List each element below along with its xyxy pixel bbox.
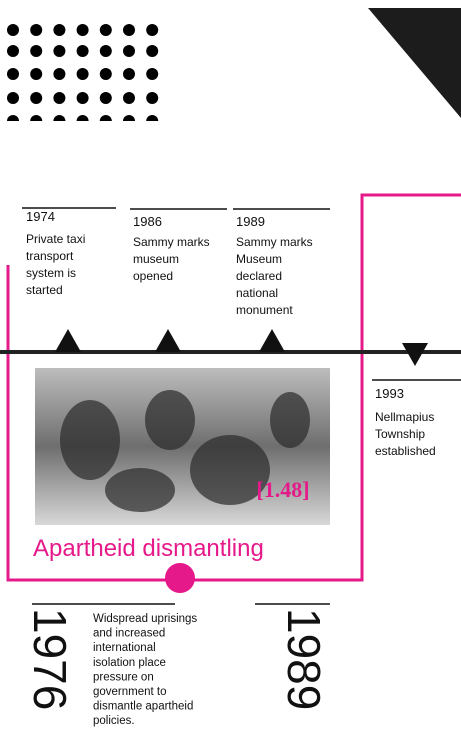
- dot-pattern: [7, 24, 158, 127]
- timeline: [1.48] Apartheid dismantling 1976 1989 W…: [0, 0, 461, 744]
- event-marker: [259, 329, 285, 352]
- dot: [7, 68, 19, 80]
- dot: [77, 24, 89, 36]
- event-label: Sammy marks: [236, 235, 313, 249]
- event-year: 1989: [236, 214, 265, 229]
- feature-description: Widspread uprisings: [93, 613, 197, 625]
- dot: [146, 45, 158, 57]
- event-marker: [155, 329, 181, 352]
- dot: [77, 68, 89, 80]
- dot: [123, 92, 135, 104]
- dot: [53, 24, 65, 36]
- event-label: started: [26, 283, 63, 297]
- dot: [30, 115, 42, 127]
- start-year: 1976: [24, 608, 76, 710]
- photo-tag: [1.48]: [256, 477, 309, 502]
- event-label: museum: [133, 252, 179, 266]
- event-label: established: [375, 444, 436, 458]
- dot: [123, 45, 135, 57]
- dot: [53, 45, 65, 57]
- dot: [30, 45, 42, 57]
- event-marker: [402, 343, 428, 366]
- event-label: transport: [26, 249, 74, 263]
- event-marker: [55, 329, 81, 352]
- event-label: declared: [236, 269, 282, 283]
- dot: [30, 92, 42, 104]
- dot: [53, 115, 65, 127]
- dot: [100, 115, 112, 127]
- feature-title: Apartheid dismantling: [33, 535, 264, 562]
- dot: [123, 24, 135, 36]
- feature-description: policies.: [93, 715, 135, 727]
- event-label: Private taxi: [26, 232, 85, 246]
- event-label: opened: [133, 269, 173, 283]
- dot: [146, 24, 158, 36]
- feature-description: and increased: [93, 628, 165, 640]
- dot: [7, 92, 19, 104]
- end-year: 1989: [278, 608, 330, 710]
- dot: [146, 115, 158, 127]
- dot: [100, 68, 112, 80]
- dot: [146, 92, 158, 104]
- dot: [77, 115, 89, 127]
- dot: [53, 92, 65, 104]
- dot: [53, 68, 65, 80]
- dot: [123, 68, 135, 80]
- event-year: 1986: [133, 214, 162, 229]
- event-label: Sammy marks: [133, 235, 210, 249]
- event-label: system is: [26, 266, 76, 280]
- event-year: 1974: [26, 209, 55, 224]
- feature-description: pressure on: [93, 671, 154, 683]
- event-label: Nellmapius: [375, 410, 434, 424]
- dot: [100, 24, 112, 36]
- dot: [7, 24, 19, 36]
- feature-description: government to: [93, 686, 167, 698]
- dot: [7, 115, 19, 127]
- dot: [77, 45, 89, 57]
- event-label: Museum: [236, 252, 282, 266]
- event-year: 1993: [375, 386, 404, 401]
- corner-triangle: [368, 8, 461, 118]
- feature-description: international: [93, 642, 156, 654]
- dot: [30, 68, 42, 80]
- dot: [123, 115, 135, 127]
- feature-description: dismantle apartheid: [93, 701, 193, 713]
- feature-description: isolation place: [93, 657, 166, 669]
- event-label: Township: [375, 427, 425, 441]
- dot: [100, 92, 112, 104]
- dot: [146, 68, 158, 80]
- event-label: national: [236, 286, 278, 300]
- dot: [100, 45, 112, 57]
- dot: [30, 24, 42, 36]
- dot: [77, 92, 89, 104]
- event-label: monument: [236, 303, 293, 317]
- feature-dot: [165, 563, 195, 593]
- dot: [7, 45, 19, 57]
